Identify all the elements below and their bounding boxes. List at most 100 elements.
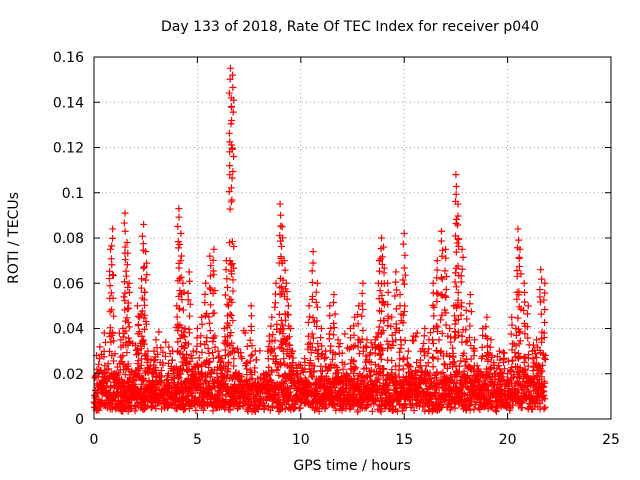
streak-point: [228, 145, 236, 153]
noise-point: [203, 402, 211, 410]
streak-point: [513, 295, 521, 303]
streak-point: [364, 381, 372, 389]
streak-point: [442, 321, 450, 329]
streak-point: [401, 251, 409, 259]
streak-point: [173, 313, 181, 321]
streak-point: [395, 326, 403, 334]
noise-point: [204, 345, 212, 353]
streak-point: [138, 332, 146, 340]
streak-point: [268, 337, 276, 345]
data-point: [268, 313, 276, 321]
data-point: [272, 279, 280, 287]
streak-point: [454, 369, 462, 377]
streak-point: [98, 376, 106, 384]
noise-point: [468, 396, 476, 404]
streak-point: [192, 348, 200, 356]
streak-point: [420, 332, 428, 340]
streak-point: [457, 311, 465, 319]
noise-point: [177, 380, 185, 388]
streak-point: [217, 366, 225, 374]
streak-point: [470, 345, 478, 353]
data-point: [243, 358, 251, 366]
streak-point: [304, 332, 312, 340]
streak-point: [138, 232, 146, 240]
streak-point: [120, 293, 128, 301]
noise-point: [187, 389, 195, 397]
streak-point: [193, 342, 201, 350]
data-point: [138, 275, 146, 283]
streak-point: [399, 311, 407, 319]
streak-point: [378, 260, 386, 268]
noise-point: [242, 359, 250, 367]
data-point: [123, 239, 131, 247]
data-point: [133, 302, 141, 310]
streak-point: [140, 263, 148, 271]
streak-point: [521, 330, 529, 338]
streak-point: [450, 312, 458, 320]
noise-point: [285, 397, 293, 405]
streak-point: [124, 318, 132, 326]
chart-title: Day 133 of 2018, Rate Of TEC Index for r…: [161, 19, 539, 35]
streak-point: [228, 270, 236, 278]
data-point: [229, 71, 237, 79]
streak-point: [463, 315, 471, 323]
streak-point: [536, 347, 544, 355]
data-point: [359, 279, 367, 287]
streak-point: [312, 298, 320, 306]
streak-point: [228, 174, 236, 182]
noise-point: [508, 364, 516, 372]
data-point: [210, 245, 218, 253]
streak-point: [433, 297, 441, 305]
streak-point: [226, 310, 234, 318]
data-point: [293, 370, 301, 378]
x-axis-label: GPS time / hours: [293, 458, 410, 474]
streak-point: [251, 368, 259, 376]
streak-point: [139, 240, 147, 248]
streak-point: [107, 289, 115, 297]
noise-point: [159, 348, 167, 356]
streak-point: [271, 352, 279, 360]
streak-point: [121, 256, 129, 264]
streak-point: [285, 352, 293, 360]
streak-point: [513, 378, 521, 386]
streak-point: [143, 259, 151, 267]
streak-point: [454, 288, 462, 296]
noise-point: [433, 368, 441, 376]
streak-point: [292, 382, 300, 390]
noise-point: [541, 379, 549, 387]
noise-point: [426, 329, 434, 337]
noise-point: [518, 399, 526, 407]
streak-point: [511, 349, 519, 357]
data-point: [226, 64, 234, 72]
streak-point: [302, 379, 310, 387]
streak-point: [198, 362, 206, 370]
streak-point: [424, 349, 432, 357]
noise-point: [132, 341, 140, 349]
streak-point: [514, 314, 522, 322]
data-point: [278, 223, 286, 231]
noise-point: [437, 404, 445, 412]
streak-point: [455, 331, 463, 339]
streak-point: [138, 307, 146, 315]
data-point: [231, 347, 239, 355]
streak-point: [141, 301, 149, 309]
streak-point: [120, 278, 128, 286]
data-point: [458, 245, 466, 253]
streak-point: [438, 252, 446, 260]
data-points: [90, 64, 549, 416]
streak-point: [322, 372, 330, 380]
streak-point: [438, 311, 446, 319]
streak-point: [400, 307, 408, 315]
data-point: [322, 347, 330, 355]
streak-point: [541, 318, 549, 326]
streak-point: [482, 332, 490, 340]
streak-point: [355, 336, 363, 344]
data-point: [286, 325, 294, 332]
streak-point: [425, 372, 433, 380]
streak-point: [399, 373, 407, 381]
noise-point: [500, 349, 508, 357]
streak-point: [264, 355, 272, 363]
streak-point: [104, 392, 112, 400]
streak-point: [142, 276, 150, 284]
streak-point: [370, 382, 378, 390]
